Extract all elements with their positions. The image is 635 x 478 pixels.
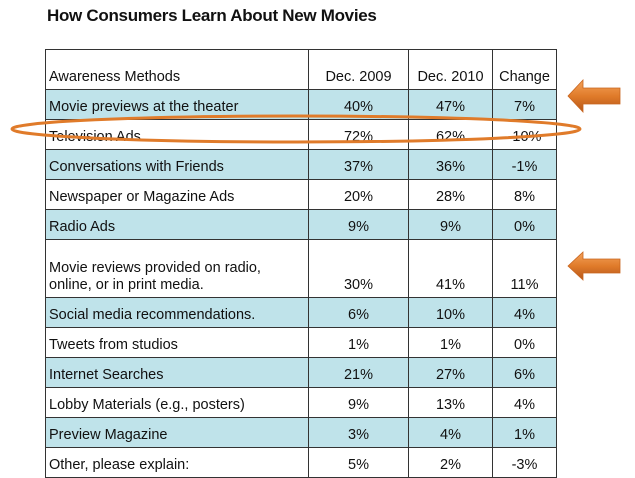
dec-2010-cell: 9% xyxy=(408,209,493,240)
table-header-row: Awareness Methods Dec. 2009 Dec. 2010 Ch… xyxy=(45,49,557,90)
table-row: Lobby Materials (e.g., posters) 9% 13% 4… xyxy=(45,387,557,418)
change-cell: 0% xyxy=(492,209,557,240)
table-row: Tweets from studios 1% 1% 0% xyxy=(45,327,557,358)
dec-2010-cell: 4% xyxy=(408,417,493,448)
dec-2009-cell: 9% xyxy=(308,387,409,418)
change-cell: 1% xyxy=(492,417,557,448)
header-dec-2009: Dec. 2009 xyxy=(308,49,409,90)
change-cell: -10% xyxy=(492,119,557,150)
table-row: Movie reviews provided on radio, online,… xyxy=(45,239,557,298)
table-row: Internet Searches 21% 27% 6% xyxy=(45,357,557,388)
table-row: Social media recommendations. 6% 10% 4% xyxy=(45,297,557,328)
table-row: Preview Magazine 3% 4% 1% xyxy=(45,417,557,448)
dec-2009-cell: 40% xyxy=(308,89,409,120)
change-cell: 8% xyxy=(492,179,557,210)
method-cell: Radio Ads xyxy=(45,209,309,240)
method-cell: Movie reviews provided on radio, online,… xyxy=(45,239,309,298)
dec-2010-cell: 2% xyxy=(408,447,493,478)
dec-2010-cell: 13% xyxy=(408,387,493,418)
change-cell: 4% xyxy=(492,387,557,418)
method-cell: Tweets from studios xyxy=(45,327,309,358)
change-cell: 0% xyxy=(492,327,557,358)
dec-2009-cell: 5% xyxy=(308,447,409,478)
arrow-left-icon xyxy=(567,78,621,114)
method-cell: Newspaper or Magazine Ads xyxy=(45,179,309,210)
change-cell: -1% xyxy=(492,149,557,180)
dec-2009-cell: 9% xyxy=(308,209,409,240)
table-row: Other, please explain: 5% 2% -3% xyxy=(45,447,557,478)
dec-2010-cell: 62% xyxy=(408,119,493,150)
table-row: Newspaper or Magazine Ads 20% 28% 8% xyxy=(45,179,557,210)
dec-2010-cell: 47% xyxy=(408,89,493,120)
change-cell: 4% xyxy=(492,297,557,328)
method-cell: Lobby Materials (e.g., posters) xyxy=(45,387,309,418)
method-cell: Television Ads xyxy=(45,119,309,150)
dec-2009-cell: 72% xyxy=(308,119,409,150)
method-cell: Preview Magazine xyxy=(45,417,309,448)
header-dec-2010: Dec. 2010 xyxy=(408,49,493,90)
awareness-table: Awareness Methods Dec. 2009 Dec. 2010 Ch… xyxy=(45,49,557,478)
dec-2010-cell: 41% xyxy=(408,239,493,298)
dec-2010-cell: 36% xyxy=(408,149,493,180)
change-cell: 7% xyxy=(492,89,557,120)
header-awareness-methods: Awareness Methods xyxy=(45,49,309,90)
table-row: Movie previews at the theater 40% 47% 7% xyxy=(45,89,557,120)
dec-2009-cell: 20% xyxy=(308,179,409,210)
method-cell: Movie previews at the theater xyxy=(45,89,309,120)
dec-2010-cell: 10% xyxy=(408,297,493,328)
dec-2009-cell: 6% xyxy=(308,297,409,328)
change-cell: -3% xyxy=(492,447,557,478)
change-cell: 6% xyxy=(492,357,557,388)
change-cell: 11% xyxy=(492,239,557,298)
dec-2010-cell: 27% xyxy=(408,357,493,388)
table-row: Conversations with Friends 37% 36% -1% xyxy=(45,149,557,180)
page-title: How Consumers Learn About New Movies xyxy=(47,6,377,25)
arrow-left-icon xyxy=(567,251,621,281)
dec-2010-cell: 1% xyxy=(408,327,493,358)
method-cell: Internet Searches xyxy=(45,357,309,388)
dec-2010-cell: 28% xyxy=(408,179,493,210)
dec-2009-cell: 21% xyxy=(308,357,409,388)
method-cell: Social media recommendations. xyxy=(45,297,309,328)
method-cell: Conversations with Friends xyxy=(45,149,309,180)
header-change: Change xyxy=(492,49,557,90)
dec-2009-cell: 30% xyxy=(308,239,409,298)
dec-2009-cell: 3% xyxy=(308,417,409,448)
dec-2009-cell: 37% xyxy=(308,149,409,180)
table-row: Television Ads 72% 62% -10% xyxy=(45,119,557,150)
table-row: Radio Ads 9% 9% 0% xyxy=(45,209,557,240)
dec-2009-cell: 1% xyxy=(308,327,409,358)
method-cell: Other, please explain: xyxy=(45,447,309,478)
